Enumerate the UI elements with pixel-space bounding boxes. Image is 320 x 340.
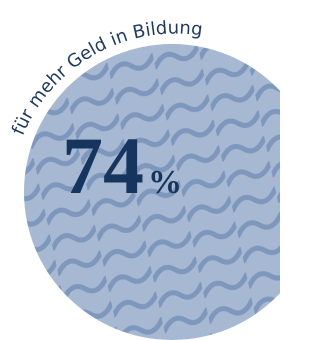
page: für mehr Geld in Bildung 74 % (() => { c…	[0, 0, 280, 340]
stat-graphic: für mehr Geld in Bildung 74 %	[0, 0, 280, 340]
stat-unit: %	[148, 164, 182, 201]
stat-value: 74	[62, 120, 144, 211]
